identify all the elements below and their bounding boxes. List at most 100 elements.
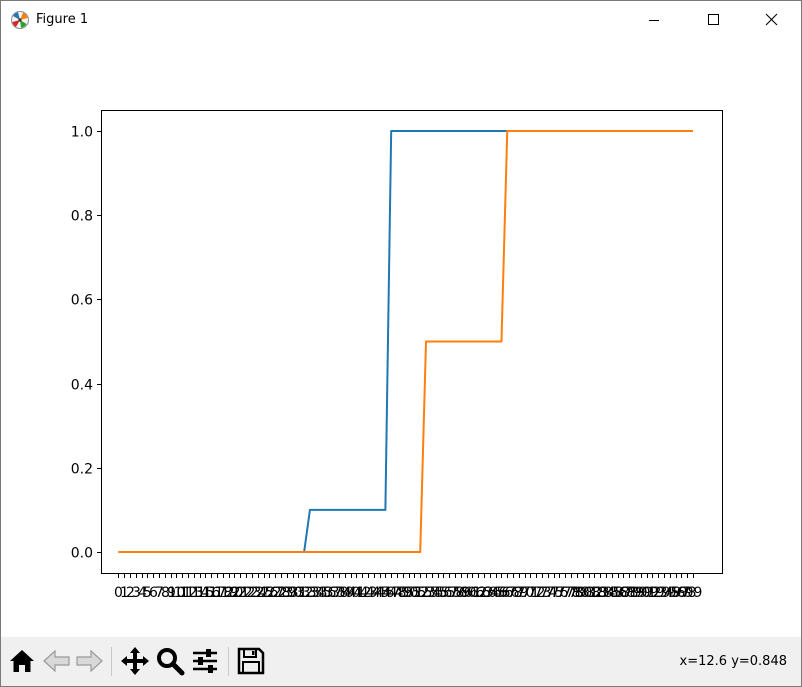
axes-frame [101,110,723,574]
x-tick-label: 30 [285,585,303,601]
x-tick-label: 66 [493,585,511,601]
x-tick-label: 51 [406,585,424,601]
x-tick-label: 57 [441,585,459,601]
x-tick-label: 8 [161,585,170,601]
zoom-button[interactable] [154,645,186,677]
x-tick-label: 35 [314,585,332,601]
save-button[interactable] [235,645,267,677]
x-tick-label: 90 [633,585,651,601]
x-tick-label: 58 [447,585,465,601]
x-tick-label: 11 [174,585,192,601]
x-tick-label: 63 [476,585,494,601]
minimize-button[interactable] [627,1,685,39]
x-tick-label: 24 [250,585,268,601]
pan-move-icon [121,647,149,675]
x-tick-label: 96 [668,585,686,601]
close-button[interactable] [743,1,801,39]
maximize-button[interactable] [685,1,743,39]
home-button[interactable] [6,645,38,677]
x-tick-label: 52 [412,585,430,601]
forward-button[interactable] [73,645,105,677]
x-tick-label: 20 [226,585,244,601]
x-tick-label: 40 [343,585,361,601]
maximize-icon [708,14,719,25]
x-tick-label: 64 [482,585,500,601]
configure-subplots-icon [193,649,217,673]
x-tick-label: 29 [279,585,297,601]
plot-lines [118,130,693,553]
x-tick-label: 48 [389,585,407,601]
x-tick-label: 65 [488,585,506,601]
x-tick-label: 14 [192,585,210,601]
x-tick-label: 59 [453,585,471,601]
x-tick-label: 15 [197,585,215,601]
y-axis: 0.0 0.2 0.4 0.6 0.8 1.0 [71,125,101,562]
x-tick-label: 94 [656,585,674,601]
window-title: Figure 1 [36,12,89,27]
forward-arrow-icon [76,649,103,673]
x-tick-label: 79 [569,585,587,601]
x-tick-label: 74 [540,585,558,601]
x-tick-label: 7 [155,585,164,601]
x-tick-label: 34 [308,585,326,601]
navigation-toolbar: x=12.6 y=0.848 [1,637,801,686]
x-tick-label: 75 [546,585,564,601]
x-tick-label: 72 [528,585,546,601]
x-tick-label: 86 [610,585,628,601]
back-arrow-icon [43,649,70,673]
x-tick-label: 49 [395,585,413,601]
x-tick-label: 27 [267,585,285,601]
x-tick-label: 80 [575,585,593,601]
x-tick-label: 42 [354,585,372,601]
x-tick-label: 25 [256,585,274,601]
minimize-icon [649,20,659,21]
x-tick-label: 26 [261,585,279,601]
x-tick-label: 99 [685,585,703,601]
x-tick-label: 71 [522,585,540,601]
cursor-coordinates: x=12.6 y=0.848 [679,654,787,669]
x-tick-label: 23 [244,585,262,601]
home-icon [10,650,34,672]
x-tick-label: 16 [203,585,221,601]
x-tick-label: 45 [372,585,390,601]
x-tick-label: 13 [186,585,204,601]
y-tick-label: 0.6 [71,293,93,309]
x-tick-label: 0 [114,585,123,601]
x-tick-label: 19 [221,585,239,601]
x-tick-label: 69 [511,585,529,601]
y-tick-label: 0.8 [71,209,93,225]
x-tick-label: 50 [401,585,419,601]
y-tick-label: 0.0 [71,546,93,562]
x-tick-label: 88 [621,585,639,601]
configure-subplots-button[interactable] [189,645,221,677]
x-tick-label: 92 [644,585,662,601]
x-tick-label: 47 [383,585,401,601]
x-tick-label: 61 [464,585,482,601]
x-tick-label: 98 [679,585,697,601]
x-tick-label: 55 [430,585,448,601]
pan-button[interactable] [119,645,151,677]
x-tick-label: 60 [459,585,477,601]
x-tick-label: 44 [366,585,384,601]
x-tick-label: 68 [505,585,523,601]
x-tick-label: 77 [557,585,575,601]
close-icon [765,13,778,26]
x-tick-label: 9 [167,585,176,601]
x-tick-label: 76 [551,585,569,601]
x-tick-label: 56 [435,585,453,601]
x-tick-label: 36 [319,585,337,601]
x-tick-label: 67 [499,585,517,601]
x-tick-label: 18 [215,585,233,601]
back-button[interactable] [41,645,73,677]
x-tick-label: 53 [418,585,436,601]
x-tick-label: 1 [120,585,129,601]
x-tick-label: 46 [377,585,395,601]
x-tick-label: 3 [132,585,141,601]
x-tick-label: 54 [424,585,442,601]
x-tick-label: 91 [639,585,657,601]
x-tick-label: 84 [598,585,616,601]
figure-canvas[interactable]: 0.0 0.2 0.4 0.6 0.8 1.0 0 1 2 3 4 5 6 7 8 9 10 11 12 13 14 1… [1,39,801,637]
matplotlib-figure-icon [10,10,30,30]
x-tick-label: 12 [180,585,198,601]
